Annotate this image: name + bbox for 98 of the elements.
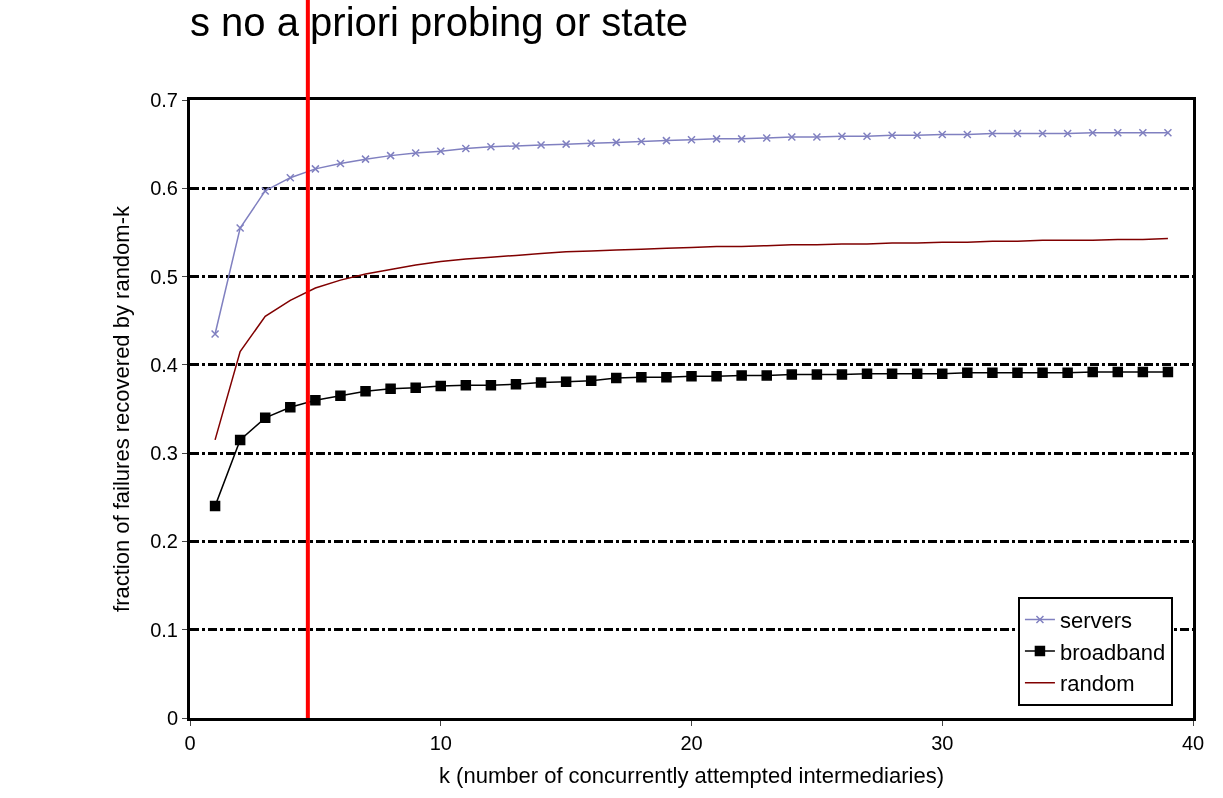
point — [486, 142, 496, 152]
point — [886, 368, 898, 379]
point — [836, 369, 848, 380]
point — [912, 131, 922, 140]
point — [687, 135, 696, 144]
point — [336, 159, 345, 168]
point — [637, 137, 646, 146]
point — [1038, 129, 1047, 138]
point — [761, 370, 772, 381]
point — [485, 379, 497, 391]
point — [535, 377, 547, 388]
point — [837, 131, 847, 141]
point — [1112, 366, 1124, 378]
x-tick-label: 20 — [680, 732, 703, 754]
point — [762, 133, 771, 143]
point — [285, 401, 296, 413]
point — [636, 371, 647, 383]
point — [385, 383, 396, 394]
y-tick-label: 0.3 — [150, 442, 178, 465]
point — [787, 132, 797, 142]
point — [209, 500, 221, 512]
y-tick-label: 0 — [166, 707, 178, 729]
chart-title: s no a priori probing or state — [190, 0, 689, 44]
point — [335, 390, 346, 402]
point — [260, 186, 270, 196]
x-tick-label: 10 — [429, 732, 452, 754]
y-tick-label: 0.6 — [150, 177, 178, 200]
legend-label: broadband — [1059, 639, 1166, 665]
point — [786, 369, 798, 380]
point — [210, 329, 220, 339]
y-tick-label: 0.1 — [150, 618, 178, 641]
point — [962, 367, 973, 379]
point — [711, 371, 722, 382]
point — [963, 130, 972, 139]
point — [360, 386, 371, 397]
y-tick-label: 0.5 — [150, 265, 178, 288]
point — [988, 129, 997, 138]
point — [1037, 367, 1048, 379]
point — [461, 144, 471, 153]
point — [460, 379, 472, 391]
point — [1063, 129, 1072, 138]
y-tick-label: 0.2 — [150, 530, 178, 553]
legend-label: servers — [1059, 608, 1133, 634]
point — [259, 412, 271, 424]
point — [235, 223, 245, 233]
point — [234, 434, 246, 446]
y-axis-title: fraction of failures recovered by random-k — [108, 205, 134, 612]
point — [811, 369, 823, 380]
point — [1012, 367, 1023, 379]
point — [911, 368, 923, 379]
y-tick-label: 0.4 — [150, 353, 178, 376]
point — [712, 134, 721, 144]
x-tick-label: 0 — [184, 732, 196, 754]
point — [361, 154, 370, 164]
point — [511, 141, 521, 151]
point — [310, 394, 321, 406]
point — [585, 375, 597, 386]
point — [311, 164, 320, 174]
legend-label: random — [1059, 671, 1135, 697]
point — [1137, 366, 1149, 378]
point — [736, 370, 747, 381]
x-axis-title: k (number of concurrently attempted intermediaries) — [439, 762, 944, 788]
point — [536, 140, 546, 150]
point — [1163, 128, 1173, 137]
point — [510, 379, 522, 390]
point — [611, 372, 622, 384]
point — [862, 131, 872, 141]
point — [1162, 366, 1174, 378]
point — [561, 139, 571, 149]
point — [661, 371, 672, 383]
point — [686, 371, 697, 382]
point — [1113, 128, 1123, 137]
point — [887, 131, 897, 140]
point — [1062, 367, 1073, 379]
x-tick-label: 30 — [931, 732, 954, 754]
point — [410, 382, 421, 394]
point — [662, 136, 671, 145]
point — [1088, 128, 1097, 137]
point — [812, 132, 822, 142]
point — [1138, 128, 1148, 137]
point — [612, 138, 621, 147]
point — [937, 368, 948, 379]
point — [436, 146, 445, 156]
point — [987, 367, 998, 379]
point — [586, 139, 596, 148]
point — [1013, 129, 1022, 138]
point — [938, 130, 947, 139]
line-series — [214, 237, 1169, 441]
point — [861, 368, 873, 379]
point — [411, 148, 420, 158]
point — [560, 376, 572, 387]
point — [1087, 366, 1098, 378]
y-tick-label: 0.7 — [150, 89, 178, 111]
point — [286, 173, 295, 182]
point — [386, 151, 395, 160]
x-tick-label: 40 — [1181, 732, 1205, 754]
point — [737, 134, 746, 144]
point — [435, 380, 446, 392]
